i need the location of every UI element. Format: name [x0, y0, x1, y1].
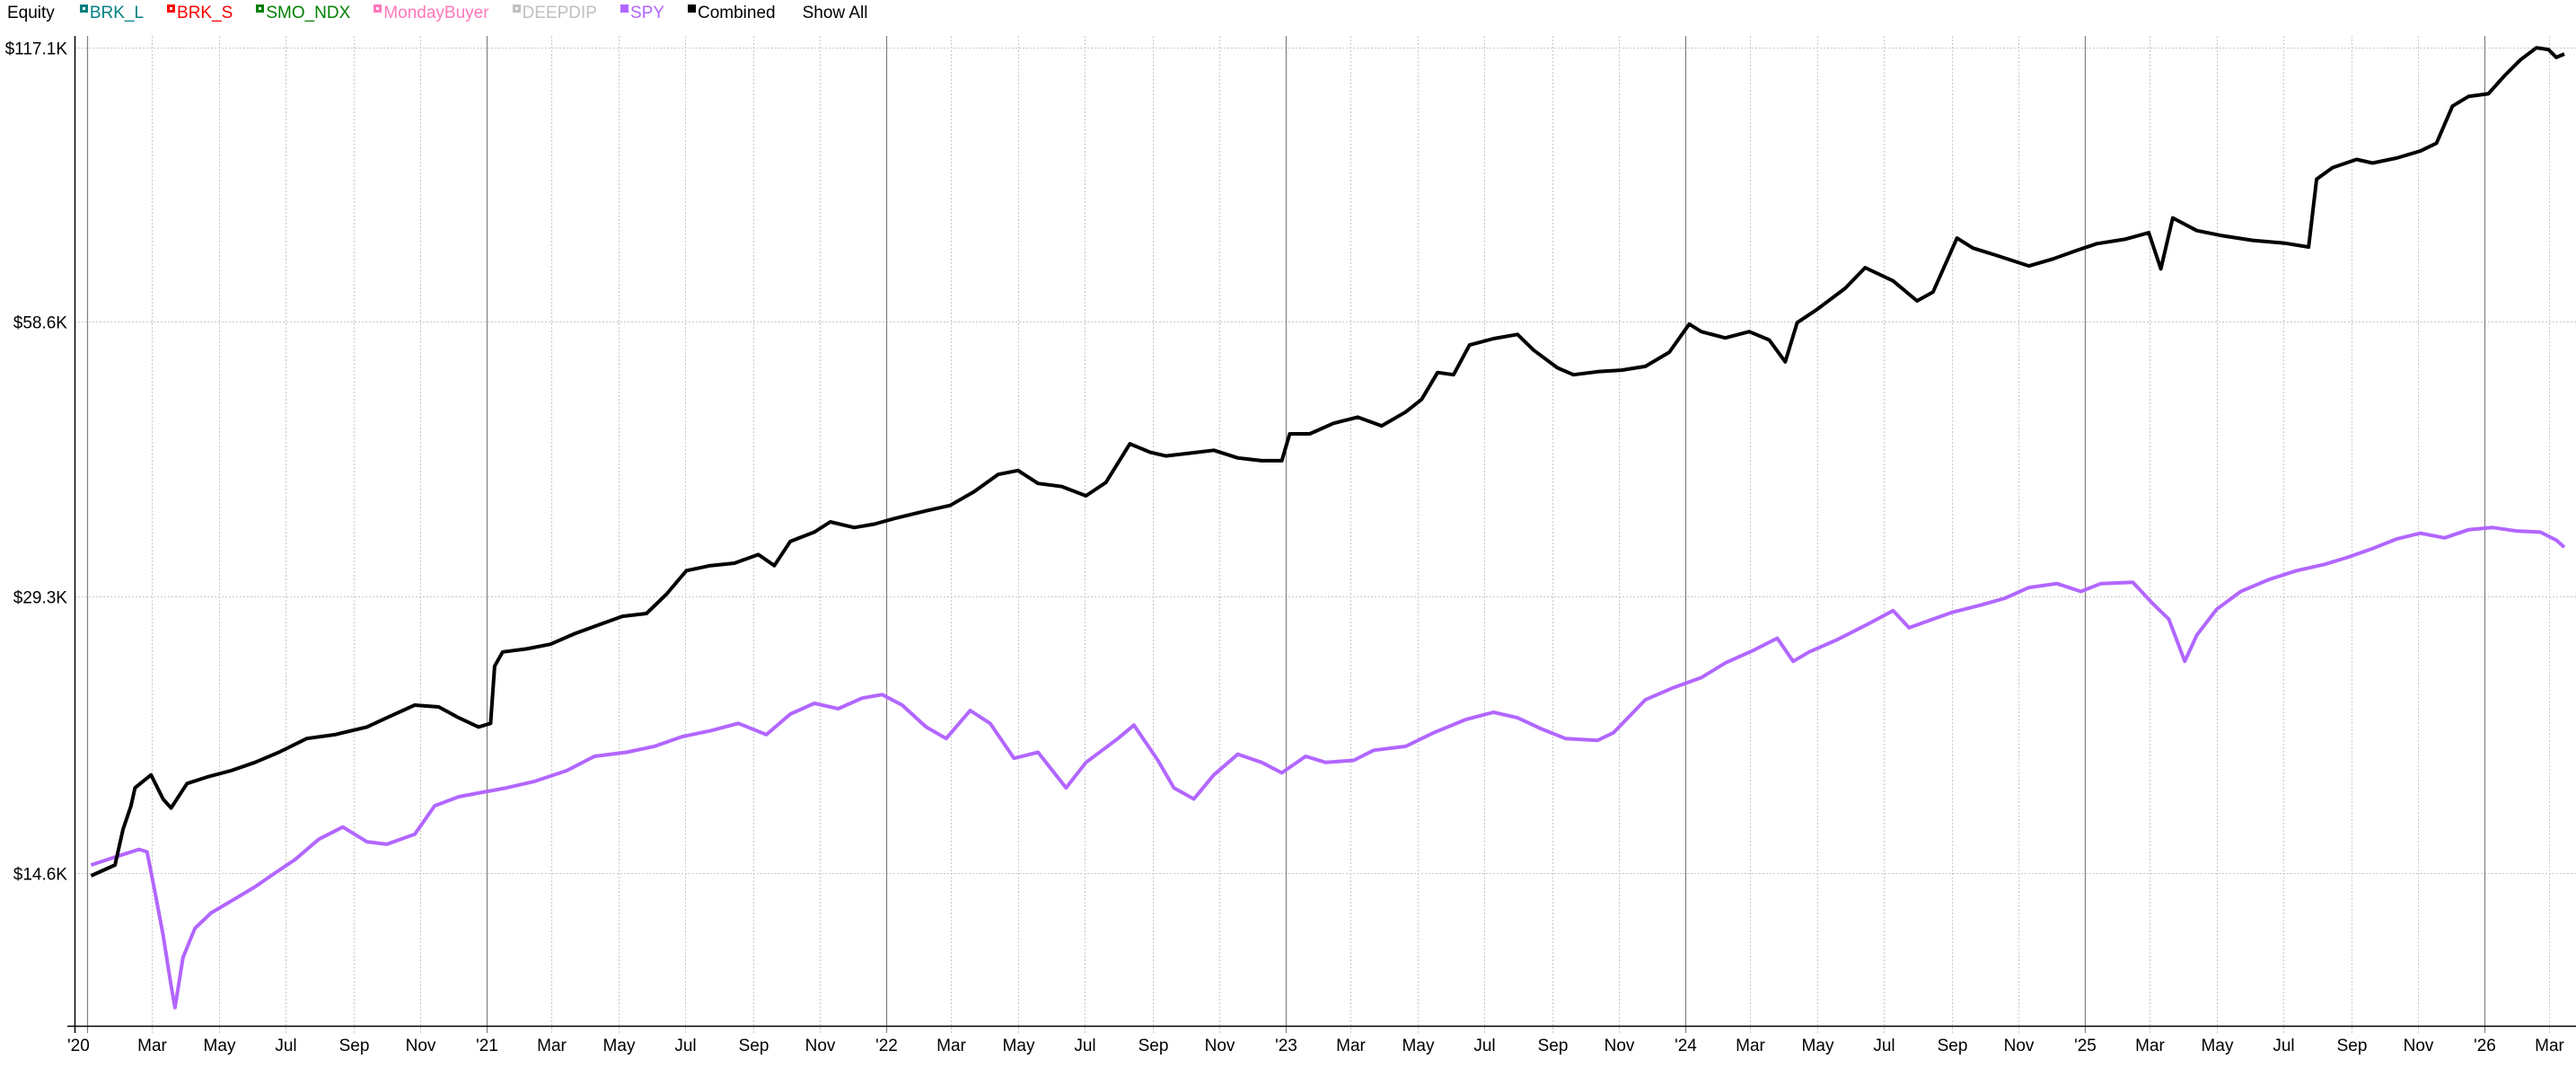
legend-label: SPY: [629, 4, 664, 22]
grid-lines: [75, 36, 2576, 1033]
legend-bar: Equity BRK_L BRK_S SMO_NDX MondayBuyer DEEPD…: [7, 3, 867, 24]
legend-swatch-icon: [79, 4, 88, 13]
legend-swatch-icon: [620, 4, 629, 13]
x-tick-label: May: [204, 1037, 236, 1055]
legend-swatch-icon: [167, 4, 176, 13]
legend-label: BRK_L: [89, 4, 145, 22]
series-line-spy: [90, 525, 2566, 1010]
x-tick-label: Nov: [1605, 1037, 1635, 1055]
x-tick-label: Jul: [1074, 1037, 1095, 1055]
x-tick-label: Mar: [537, 1037, 567, 1055]
x-tick-label: Nov: [2004, 1037, 2035, 1055]
legend-item-smo-ndx[interactable]: SMO_NDX: [256, 4, 350, 23]
x-tick-label: Sep: [339, 1037, 370, 1055]
x-tick-label: Nov: [2404, 1037, 2434, 1055]
x-tick-label: Mar: [1736, 1037, 1765, 1055]
legend-item-deepdip[interactable]: DEEPDIP: [512, 4, 597, 23]
x-tick-label: '24: [1675, 1037, 1697, 1055]
legend-item-spy[interactable]: SPY: [620, 4, 664, 23]
legend-label: SMO_NDX: [266, 4, 351, 22]
x-tick-label: '25: [2074, 1037, 2097, 1055]
y-tick-label: $14.6K: [13, 866, 68, 885]
x-tick-label: May: [1402, 1037, 1435, 1055]
series-line-combined: [90, 46, 2565, 878]
x-tick-label: May: [1802, 1037, 1834, 1055]
x-tick-label: '21: [476, 1037, 498, 1055]
x-tick-label: Nov: [805, 1037, 836, 1055]
chart-title: Equity: [7, 4, 55, 22]
x-tick-label: May: [1003, 1037, 1035, 1055]
axis-labels: $117.1K $58.6K $29.3K $14.6K '20 Mar May Jul Sep…: [5, 40, 2565, 1056]
x-tick-label: Jul: [1873, 1037, 1895, 1055]
legend-swatch-icon: [374, 4, 382, 13]
legend-swatch-icon: [687, 4, 696, 13]
x-tick-label: '23: [1275, 1037, 1297, 1055]
x-tick-label: May: [2202, 1037, 2234, 1055]
x-tick-label: '22: [875, 1037, 898, 1055]
y-tick-label: $29.3K: [13, 589, 68, 608]
x-tick-label: Jul: [674, 1037, 696, 1055]
legend-label: DEEPDIP: [522, 4, 597, 22]
legend-swatch-icon: [256, 4, 265, 13]
x-tick-label: Sep: [1538, 1037, 1569, 1055]
x-tick-label: May: [603, 1037, 636, 1055]
series-lines: [90, 46, 2566, 1010]
y-tick-label: $117.1K: [5, 40, 68, 59]
legend-label: MondayBuyer: [383, 4, 489, 22]
x-tick-label: Mar: [2535, 1037, 2564, 1055]
x-tick-label: Jul: [1473, 1037, 1495, 1055]
legend-label: BRK_S: [177, 4, 233, 22]
legend-item-brk-l[interactable]: BRK_L: [79, 4, 145, 23]
x-tick-label: '20: [67, 1037, 90, 1055]
legend-item-mondaybuyer[interactable]: MondayBuyer: [374, 4, 489, 23]
x-tick-label: Jul: [2273, 1037, 2294, 1055]
x-tick-label: Nov: [1205, 1037, 1235, 1055]
x-tick-label: Sep: [739, 1037, 769, 1055]
x-tick-label: Nov: [406, 1037, 436, 1055]
x-tick-label: Mar: [137, 1037, 167, 1055]
x-tick-label: Sep: [1938, 1037, 1968, 1055]
x-tick-label: Mar: [936, 1037, 966, 1055]
legend-label: Combined: [697, 4, 776, 22]
legend-swatch-icon: [512, 4, 521, 13]
show-all-button[interactable]: Show All: [802, 4, 868, 22]
y-tick-label: $58.6K: [13, 314, 68, 333]
legend-item-brk-s[interactable]: BRK_S: [167, 4, 233, 23]
x-tick-label: Mar: [2135, 1037, 2165, 1055]
x-tick-label: Sep: [2337, 1037, 2368, 1055]
legend-item-combined[interactable]: Combined: [687, 4, 776, 23]
x-tick-label: Mar: [1336, 1037, 1366, 1055]
axes: [67, 36, 2576, 1033]
x-tick-label: '26: [2474, 1037, 2496, 1055]
x-tick-label: Jul: [275, 1037, 296, 1055]
x-tick-label: Sep: [1139, 1037, 1169, 1055]
